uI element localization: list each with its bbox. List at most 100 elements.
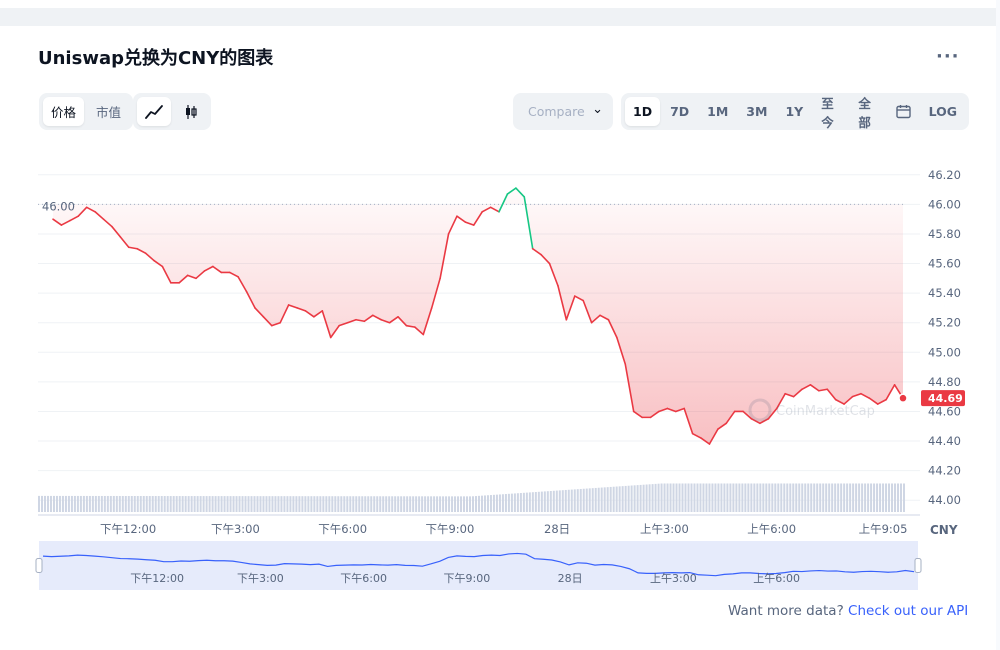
range-1m[interactable]: 1M bbox=[707, 104, 729, 119]
volume-bar bbox=[483, 495, 486, 512]
volume-bar bbox=[418, 496, 421, 512]
volume-bar bbox=[501, 494, 504, 512]
volume-bar bbox=[642, 484, 645, 512]
volume-bar bbox=[687, 483, 690, 512]
range-all[interactable]: 全部 bbox=[858, 95, 871, 130]
navigator-handle-left[interactable] bbox=[35, 558, 43, 573]
volume-bar bbox=[70, 495, 73, 512]
more-menu-button[interactable]: ··· bbox=[936, 46, 960, 67]
price-line-segment bbox=[52, 218, 63, 226]
volume-bar bbox=[361, 496, 364, 512]
volume-bar bbox=[561, 490, 564, 512]
volume-bar bbox=[726, 483, 729, 512]
price-line-segment bbox=[119, 236, 130, 249]
volume-bar bbox=[337, 496, 340, 512]
volume-bar bbox=[427, 496, 430, 512]
price-area-fill bbox=[53, 188, 903, 444]
log-scale-button[interactable]: LOG bbox=[928, 104, 957, 119]
volume-bar bbox=[528, 492, 531, 512]
volume-bar bbox=[238, 496, 241, 512]
price-line-segment bbox=[363, 314, 374, 323]
price-chart[interactable]: 46.00 CoinMarketCap 46.20 46.00 45.80 45.60… bbox=[0, 140, 1000, 600]
volume-bar bbox=[430, 496, 433, 512]
volume-bar bbox=[492, 494, 495, 512]
api-promo: Want more data? Check out our API bbox=[728, 603, 968, 619]
y-tick-label: 45.60 bbox=[928, 257, 961, 271]
volume-bar bbox=[657, 483, 660, 512]
range-1d[interactable]: 1D bbox=[625, 97, 661, 126]
price-line-segment bbox=[691, 432, 702, 439]
volume-bar bbox=[154, 496, 157, 512]
price-line-segment bbox=[212, 265, 223, 274]
volume-bar bbox=[442, 496, 445, 512]
y-tick-label: 44.00 bbox=[928, 493, 961, 507]
tab-price[interactable]: 价格 bbox=[43, 97, 84, 126]
calendar-button[interactable] bbox=[888, 97, 919, 126]
volume-bar bbox=[717, 483, 720, 512]
y-tick-label: 45.20 bbox=[928, 316, 961, 330]
range-7d[interactable]: 7D bbox=[670, 104, 690, 119]
volume-bar bbox=[498, 494, 501, 512]
volume-bar bbox=[759, 483, 762, 512]
volume-bar bbox=[316, 496, 319, 512]
price-line-segment bbox=[456, 215, 467, 223]
volume-bar bbox=[744, 483, 747, 512]
volume-bar bbox=[801, 483, 804, 512]
volume-bar bbox=[738, 483, 741, 512]
volume-bar bbox=[331, 496, 334, 512]
volume-bar bbox=[421, 496, 424, 512]
volume-bar bbox=[864, 483, 867, 512]
api-link[interactable]: Check out our API bbox=[848, 603, 969, 619]
compare-select[interactable]: Compare ⌄ bbox=[513, 93, 613, 130]
volume-bar bbox=[208, 496, 211, 512]
navigator-tick-label: 下午12:00 bbox=[130, 572, 184, 585]
volume-bar bbox=[891, 483, 894, 512]
line-chart-button[interactable] bbox=[137, 97, 171, 126]
volume-bar bbox=[397, 496, 400, 512]
volume-bar bbox=[783, 483, 786, 512]
volume-bar bbox=[684, 483, 687, 512]
tab-market-cap[interactable]: 市值 bbox=[96, 105, 122, 120]
price-line-segment bbox=[868, 397, 879, 405]
volume-bar bbox=[307, 496, 310, 512]
calendar-icon bbox=[895, 105, 911, 119]
price-line-segment bbox=[767, 407, 778, 420]
range-ytd[interactable]: 至今 bbox=[821, 95, 834, 130]
price-line-segment bbox=[481, 206, 492, 213]
volume-bar bbox=[582, 488, 585, 512]
volume-bar bbox=[223, 496, 226, 512]
navigator-handle-right[interactable] bbox=[914, 558, 922, 573]
volume-bar bbox=[840, 483, 843, 512]
volume-bar bbox=[522, 492, 525, 512]
volume-bar bbox=[729, 483, 732, 512]
volume-bar bbox=[672, 483, 675, 512]
price-line-segment bbox=[531, 247, 542, 256]
price-line-segment bbox=[540, 253, 551, 265]
volume-bar bbox=[618, 486, 621, 512]
volume-bar bbox=[184, 496, 187, 512]
volume-bar bbox=[852, 483, 855, 512]
range-3m[interactable]: 3M bbox=[746, 104, 768, 119]
volume-bar bbox=[603, 487, 606, 512]
range-1y[interactable]: 1Y bbox=[785, 104, 804, 119]
volume-bar bbox=[870, 483, 873, 512]
coinmarketcap-watermark: CoinMarketCap bbox=[748, 398, 875, 422]
price-line-segment bbox=[380, 318, 391, 324]
candlestick-icon bbox=[186, 104, 197, 119]
volume-bar bbox=[118, 495, 121, 512]
volume-bar bbox=[112, 495, 115, 512]
volume-bar bbox=[46, 495, 49, 512]
volume-bar bbox=[531, 492, 534, 512]
candlestick-button[interactable] bbox=[175, 97, 207, 126]
price-line-segment bbox=[616, 336, 627, 365]
currency-label: CNY bbox=[930, 523, 958, 537]
volume-bar bbox=[507, 493, 510, 512]
last-price-dot bbox=[898, 393, 908, 403]
volume-bar bbox=[436, 496, 439, 512]
price-line-segment bbox=[195, 270, 206, 280]
volume-bar bbox=[181, 496, 184, 512]
volume-bar bbox=[43, 495, 46, 512]
navigator-line bbox=[42, 552, 915, 577]
y-tick-label: 45.00 bbox=[928, 345, 961, 359]
range-navigator[interactable]: 下午12:00 下午3:00 下午6:00 下午9:00 28日 上午3:00 上午6:00 bbox=[35, 541, 922, 590]
